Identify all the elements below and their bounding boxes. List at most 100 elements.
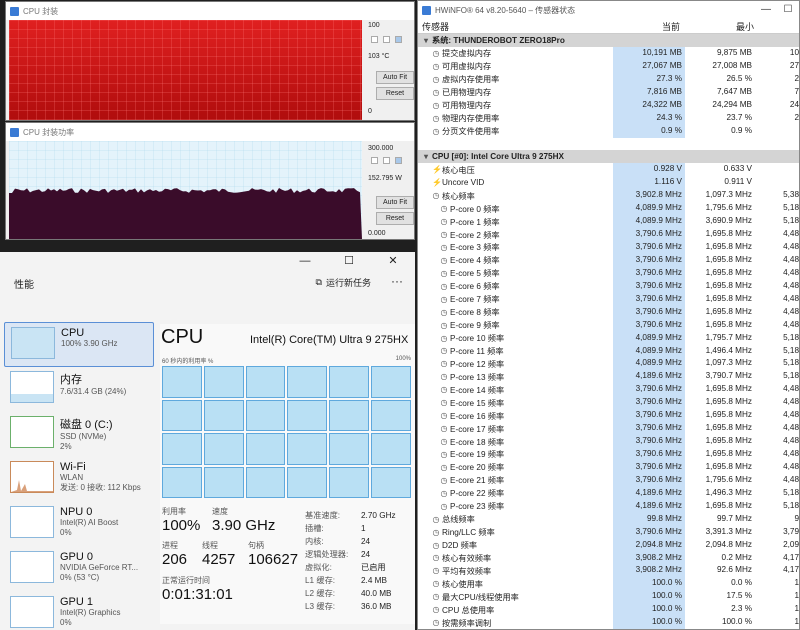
sensor-group-row[interactable]: ▾ CPU [#0]: Intel Core Ultra 9 275HX <box>418 150 799 164</box>
sensor-row[interactable]: ◷ 物理内存使用率 24.3 % 23.7 % 2 <box>418 111 799 125</box>
sensor-name: E-core 3 频率 <box>450 243 500 253</box>
sensor-row[interactable]: ◷ P-core 11 频率 4,089.9 MHz 1,496.4 MHz 5,18 <box>418 344 799 358</box>
col-current[interactable]: 当前 <box>661 21 680 32</box>
sensor-row[interactable]: ◷ P-core 1 频率 4,089.9 MHz 3,690.9 MHz 5,18 <box>418 215 799 229</box>
sensor-row[interactable]: ◷ E-core 3 频率 3,790.6 MHz 1,695.8 MHz 4,48 <box>418 241 799 254</box>
min-value: 1,496.4 MHz <box>705 345 752 355</box>
sensor-row[interactable]: ◷ E-core 5 频率 3,790.6 MHz 1,695.8 MHz 4,48 <box>418 266 799 280</box>
resource-item-gpu1[interactable]: GPU 1 Intel(R) Graphics 0% <box>4 592 154 630</box>
core-graph <box>287 466 328 498</box>
minimize-icon[interactable]: — <box>761 4 771 15</box>
sensor-group-row[interactable]: ▾ 系统: THUNDEROBOT ZERO18Pro <box>418 34 799 47</box>
sensor-row[interactable]: ◷ E-core 21 频率 3,790.6 MHz 1,795.6 MHz 4,48 <box>418 473 799 487</box>
maximize-icon[interactable]: ☐ <box>783 4 793 15</box>
task-manager-titlebar[interactable]: — ☐ ✕ <box>0 252 415 270</box>
chip-icon: ▾ <box>423 152 428 162</box>
sensor-row[interactable]: ◷ CPU 总使用率 100.0 % 2.3 % 1 <box>418 603 799 617</box>
sensor-row[interactable]: ◷ E-core 18 频率 3,790.6 MHz 1,695.8 MHz 4,48 <box>418 435 799 448</box>
sensor-row[interactable]: ⚡ Uncore VID 1.116 V 0.911 V <box>418 176 799 190</box>
sensor-row[interactable]: ◷ E-core 8 频率 3,790.6 MHz 1,695.8 MHz 4,48 <box>418 305 799 319</box>
graph-titlebar[interactable]: CPU 封装功率 <box>6 123 414 141</box>
hwinfo-titlebar[interactable]: HWiNFO® 64 v8.20-5640 – 传感器状态 — ☐ <box>418 1 799 19</box>
sensor-row[interactable]: ◷ 已用物理内存 7,816 MB 7,647 MB 7 <box>418 85 799 99</box>
sensor-row[interactable]: ◷ E-core 16 频率 3,790.6 MHz 1,695.8 MHz 4,48 <box>418 409 799 423</box>
current-value: 4,089.9 MHz <box>613 215 685 229</box>
autofit-button[interactable]: Auto Fit <box>376 196 414 209</box>
max-value: 4,48 <box>783 397 799 407</box>
clock-icon: ◷ <box>440 437 448 447</box>
resource-item-cpu[interactable]: CPU 100% 3.90 GHz <box>4 322 154 367</box>
sensor-row[interactable]: ⚡ 核心电压 0.928 V 0.633 V <box>418 163 799 177</box>
sensor-name: P-core 22 频率 <box>450 489 505 499</box>
sensor-row[interactable]: ◷ P-core 12 频率 4,089.9 MHz 1,097.3 MHz 5,18 <box>418 357 799 371</box>
maximize-icon[interactable]: ☐ <box>344 255 354 267</box>
resource-item-npu[interactable]: NPU 0 Intel(R) AI Boost 0% <box>4 502 154 547</box>
cpu-detail-pane: CPU Intel(R) Core(TM) Ultra 9 275HX 60 秒… <box>160 324 415 624</box>
sensor-row[interactable]: ◷ 可用物理内存 24,322 MB 24,294 MB 24 <box>418 98 799 112</box>
sensor-row[interactable]: ◷ E-core 4 频率 3,790.6 MHz 1,695.8 MHz 4,48 <box>418 253 799 267</box>
sensor-row[interactable]: ◷ E-core 7 频率 3,790.6 MHz 1,695.8 MHz 4,48 <box>418 292 799 306</box>
close-icon[interactable]: ✕ <box>388 255 398 267</box>
autofit-button[interactable]: Auto Fit <box>376 71 414 84</box>
minimize-icon[interactable]: — <box>299 255 311 267</box>
sensor-name: 可用物理内存 <box>442 101 492 111</box>
sensor-row[interactable]: ◷ 按需频率调制 100.0 % 100.0 % 1 <box>418 616 799 629</box>
color-squares[interactable] <box>371 36 402 43</box>
sensor-row[interactable]: ◷ E-core 9 频率 3,790.6 MHz 1,695.8 MHz 4,48 <box>418 318 799 332</box>
resource-item-wifi[interactable]: Wi-Fi WLAN 发送: 0 接收: 112 Kbps <box>4 457 154 502</box>
max-value: 5,18 <box>783 345 799 355</box>
resource-item-gpu0[interactable]: GPU 0 NVIDIA GeForce RT... 0% (53 °C) <box>4 547 154 592</box>
resource-item-memory[interactable]: 内存 7.6/31.4 GB (24%) <box>4 367 154 412</box>
sensor-row[interactable]: ◷ E-core 14 频率 3,790.6 MHz 1,695.8 MHz 4,48 <box>418 383 799 397</box>
run-task-icon: ⧉ <box>315 277 322 287</box>
sensor-row[interactable]: ◷ E-core 20 频率 3,790.6 MHz 1,695.8 MHz 4,48 <box>418 460 799 474</box>
col-min[interactable]: 最小 <box>735 21 754 32</box>
min-value: 1,097.3 MHz <box>705 190 752 200</box>
sensor-row[interactable]: ◷ 核心有效频率 3,908.2 MHz 0.2 MHz 4,17 <box>418 551 799 565</box>
sensor-row[interactable]: ◷ 最大CPU/线程使用率 100.0 % 17.5 % 1 <box>418 590 799 604</box>
sensor-row[interactable]: ◷ E-core 19 频率 3,790.6 MHz 1,695.8 MHz 4,48 <box>418 448 799 461</box>
sensor-row[interactable]: ◷ 可用虚拟内存 27,067 MB 27,008 MB 27 <box>418 59 799 73</box>
clock-icon: ◷ <box>440 255 448 265</box>
sensor-row[interactable]: ◷ D2D 频率 2,094.8 MHz 2,094.8 MHz 2,09 <box>418 538 799 552</box>
min-value: 1,695.8 MHz <box>705 229 752 239</box>
sensor-row[interactable]: ◷ 总线频率 99.8 MHz 99.7 MHz 9 <box>418 512 799 526</box>
max-value: 4,48 <box>783 229 799 239</box>
sensor-row[interactable]: ◷ 平均有效频率 3,908.2 MHz 92.6 MHz 4,17 <box>418 564 799 578</box>
sensor-row[interactable]: ◷ P-core 13 频率 4,189.6 MHz 3,790.7 MHz 5,18 <box>418 370 799 384</box>
scale-max: 300.000 <box>368 145 394 152</box>
resource-item-disk[interactable]: 磁盘 0 (C:) SSD (NVMe) 2% <box>4 412 154 457</box>
sensor-row[interactable]: ◷ P-core 0 频率 4,089.9 MHz 1,795.6 MHz 5,18 <box>418 202 799 216</box>
cpu-package-power-graph-window: CPU 封装功率 300.000 152.795 W Auto Fit Rese… <box>5 122 415 240</box>
sensor-row[interactable]: ◷ 提交虚拟内存 10,191 MB 9,875 MB 10 <box>418 46 799 60</box>
col-sensor[interactable]: 传感器 <box>422 21 450 32</box>
sensor-row[interactable]: ◷ 核心频率 3,902.8 MHz 1,097.3 MHz 5,38 <box>418 189 799 203</box>
sensor-row[interactable]: ◷ Ring/LLC 频率 3,790.6 MHz 3,391.3 MHz 3,79 <box>418 525 799 539</box>
graph-titlebar[interactable]: CPU 封装 <box>6 2 414 20</box>
chip-icon: ▾ <box>423 35 428 45</box>
uptime-stat: 正常运行时间 0:01:31:01 <box>162 576 233 603</box>
core-graph <box>287 399 328 431</box>
sensor-row[interactable]: ◷ E-core 2 频率 3,790.6 MHz 1,695.8 MHz 4,48 <box>418 228 799 241</box>
sensor-row[interactable]: ◷ E-core 6 频率 3,790.6 MHz 1,695.8 MHz 4,48 <box>418 279 799 293</box>
sensor-name: E-core 2 频率 <box>450 230 500 240</box>
sensor-row[interactable]: ◷ 分页文件使用率 0.9 % 0.9 % <box>418 124 799 138</box>
reset-button[interactable]: Reset <box>376 212 414 225</box>
clock-icon: ◷ <box>432 592 440 602</box>
sensor-row[interactable]: ◷ P-core 10 频率 4,089.9 MHz 1,795.7 MHz 5,18 <box>418 331 799 345</box>
sensor-name: 平均有效频率 <box>442 566 492 576</box>
color-squares[interactable] <box>371 157 402 164</box>
sensor-row[interactable]: ◷ 虚拟内存使用率 27.3 % 26.5 % 2 <box>418 72 799 86</box>
sensor-row[interactable]: ◷ P-core 23 频率 4,189.6 MHz 1,695.8 MHz 5,18 <box>418 499 799 513</box>
run-new-task-button[interactable]: ⧉ 运行新任务 <box>315 277 371 288</box>
clock-icon: ◷ <box>432 540 440 550</box>
more-options-button[interactable]: ··· <box>391 274 403 288</box>
sensor-row[interactable]: ◷ P-core 22 频率 4,189.6 MHz 1,496.3 MHz 5,18 <box>418 486 799 500</box>
sensor-row[interactable]: ◷ E-core 15 频率 3,790.6 MHz 1,695.8 MHz 4,48 <box>418 396 799 410</box>
sensor-row[interactable]: ◷ E-core 17 频率 3,790.6 MHz 1,695.8 MHz 4,48 <box>418 422 799 436</box>
core-graph <box>203 466 244 498</box>
sensor-name: 核心有效频率 <box>442 553 492 563</box>
max-value: 4,48 <box>783 449 799 458</box>
reset-button[interactable]: Reset <box>376 87 414 100</box>
sensor-row[interactable]: ◷ 核心使用率 100.0 % 0.0 % 1 <box>418 577 799 591</box>
